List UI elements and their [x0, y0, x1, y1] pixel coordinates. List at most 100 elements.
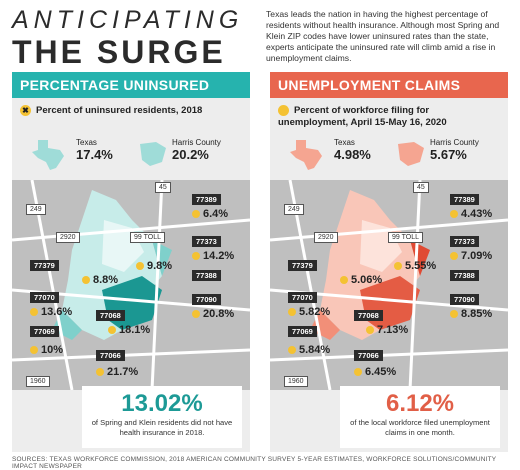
cross-icon: [96, 368, 104, 377]
value-text: 5.06%: [351, 274, 383, 286]
zip-77388: 77388: [450, 270, 479, 281]
value-77069: 5.84%: [288, 344, 330, 356]
value-77090: 8.85%: [450, 308, 492, 320]
zip-77070: 77070: [30, 292, 59, 303]
briefcase-icon: [278, 105, 289, 116]
value-text: 13.6%: [41, 306, 73, 318]
harris-stat: Harris County 20.2%: [172, 138, 221, 162]
zip-77066: 77066: [354, 350, 383, 361]
texas-stat: Texas 17.4%: [76, 138, 113, 162]
state-county-shapes: [32, 140, 166, 170]
briefcase-icon: [394, 262, 402, 271]
value-77389: 6.4%: [192, 208, 228, 220]
uninsured-heading: PERCENTAGE UNINSURED: [12, 72, 250, 98]
value-77069: 10%: [30, 344, 63, 356]
harris-value: 20.2%: [172, 147, 209, 162]
title-line-1: ANTICIPATING: [12, 6, 244, 34]
zip-77389: 77389: [450, 194, 479, 205]
value-77373: 14.2%: [192, 250, 234, 262]
texas-label: Texas: [76, 138, 97, 147]
zip-77090: 77090: [450, 294, 479, 305]
value-77388: 5.55%: [394, 260, 436, 272]
zip-77090: 77090: [192, 294, 221, 305]
road-99-toll: 99 TOLL: [388, 232, 423, 243]
zip-77373: 77373: [192, 236, 221, 247]
source-note: SOURCES: TEXAS WORKFORCE COMMISSION, 201…: [12, 456, 497, 470]
texas-value: 17.4%: [76, 147, 113, 162]
value-77068: 18.1%: [108, 324, 150, 336]
zip-77373: 77373: [450, 236, 479, 247]
value-text: 5.82%: [299, 306, 331, 318]
road-2920: 2920: [314, 232, 338, 243]
texas-shape-icon: [290, 140, 322, 170]
zip-77379: 77379: [30, 260, 59, 271]
state-county-stats: Texas 4.98% Harris County 5.67%: [278, 134, 500, 174]
road-45: 45: [413, 182, 429, 193]
cross-icon: [108, 326, 116, 335]
value-text: 14.2%: [203, 250, 235, 262]
briefcase-icon: [288, 308, 296, 317]
road-249: 249: [26, 204, 46, 215]
cross-icon: ✖: [20, 105, 31, 116]
briefcase-icon: [366, 326, 374, 335]
value-text: 5.84%: [299, 344, 331, 356]
value-77379: 5.06%: [340, 274, 382, 286]
zip-77389: 77389: [192, 194, 221, 205]
value-77388: 9.8%: [136, 260, 172, 272]
texas-stat: Texas 4.98%: [334, 138, 371, 162]
unemployment-big-number: 6.12%: [385, 390, 455, 417]
zip-77069: 77069: [288, 326, 317, 337]
unemployment-heading: UNEMPLOYMENT CLAIMS: [270, 72, 508, 98]
value-text: 8.85%: [461, 308, 493, 320]
uninsured-map: 45 249 2920 99 TOLL 1960 77389 6.4% 7737…: [12, 179, 250, 391]
briefcase-icon: [288, 346, 296, 355]
unemployment-panel: UNEMPLOYMENT CLAIMS Percent of workforce…: [270, 72, 508, 452]
zip-77379: 77379: [288, 260, 317, 271]
uninsured-subheading-text: Percent of uninsured residents, 2018: [36, 105, 203, 117]
briefcase-icon: [450, 210, 458, 219]
texas-label: Texas: [334, 138, 355, 147]
uninsured-summary: 13.02% of Spring and Klein residents did…: [82, 386, 242, 448]
cross-icon: [192, 210, 200, 219]
state-county-stats: Texas 17.4% Harris County 20.2%: [20, 134, 242, 174]
value-text: 6.4%: [203, 208, 229, 220]
road-45: 45: [155, 182, 171, 193]
cross-icon: [192, 310, 200, 319]
texas-value: 4.98%: [334, 147, 371, 162]
unemployment-subheading-text: Percent of workforce filing for unemploy…: [278, 105, 447, 129]
road-99-toll: 99 TOLL: [130, 232, 165, 243]
intro-text: Texas leads the nation in having the hig…: [266, 9, 500, 63]
uninsured-big-text: of Spring and Klein residents did not ha…: [91, 418, 233, 437]
value-77068: 7.13%: [366, 324, 408, 336]
zip-77070: 77070: [288, 292, 317, 303]
cross-icon: [82, 276, 90, 285]
uninsured-panel: PERCENTAGE UNINSURED ✖ Percent of uninsur…: [12, 72, 250, 452]
value-text: 20.8%: [203, 308, 235, 320]
value-text: 4.43%: [461, 208, 493, 220]
briefcase-icon: [450, 310, 458, 319]
cross-icon: [192, 252, 200, 261]
value-77070: 13.6%: [30, 306, 72, 318]
title-line-2: THE SURGE: [12, 34, 226, 70]
zip-77388: 77388: [192, 270, 221, 281]
cross-icon: [136, 262, 144, 271]
harris-label: Harris County: [430, 138, 479, 147]
unemployment-summary: 6.12% of the local workforce filed unemp…: [340, 386, 500, 448]
unemployment-subheading: Percent of workforce filing for unemploy…: [278, 105, 500, 129]
value-77066: 6.45%: [354, 366, 396, 378]
value-text: 18.1%: [119, 324, 151, 336]
uninsured-subheading: ✖ Percent of uninsured residents, 2018: [20, 105, 242, 117]
value-77389: 4.43%: [450, 208, 492, 220]
value-text: 6.45%: [365, 366, 397, 378]
road-1960: 1960: [284, 376, 308, 387]
value-text: 7.09%: [461, 250, 493, 262]
uninsured-big-number: 13.02%: [121, 390, 203, 417]
road-249: 249: [284, 204, 304, 215]
value-text: 5.55%: [405, 260, 437, 272]
harris-county-shape-icon: [140, 142, 166, 166]
harris-label: Harris County: [172, 138, 221, 147]
value-text: 21.7%: [107, 366, 139, 378]
value-77066: 21.7%: [96, 366, 138, 378]
zip-77069: 77069: [30, 326, 59, 337]
value-text: 8.8%: [93, 274, 119, 286]
